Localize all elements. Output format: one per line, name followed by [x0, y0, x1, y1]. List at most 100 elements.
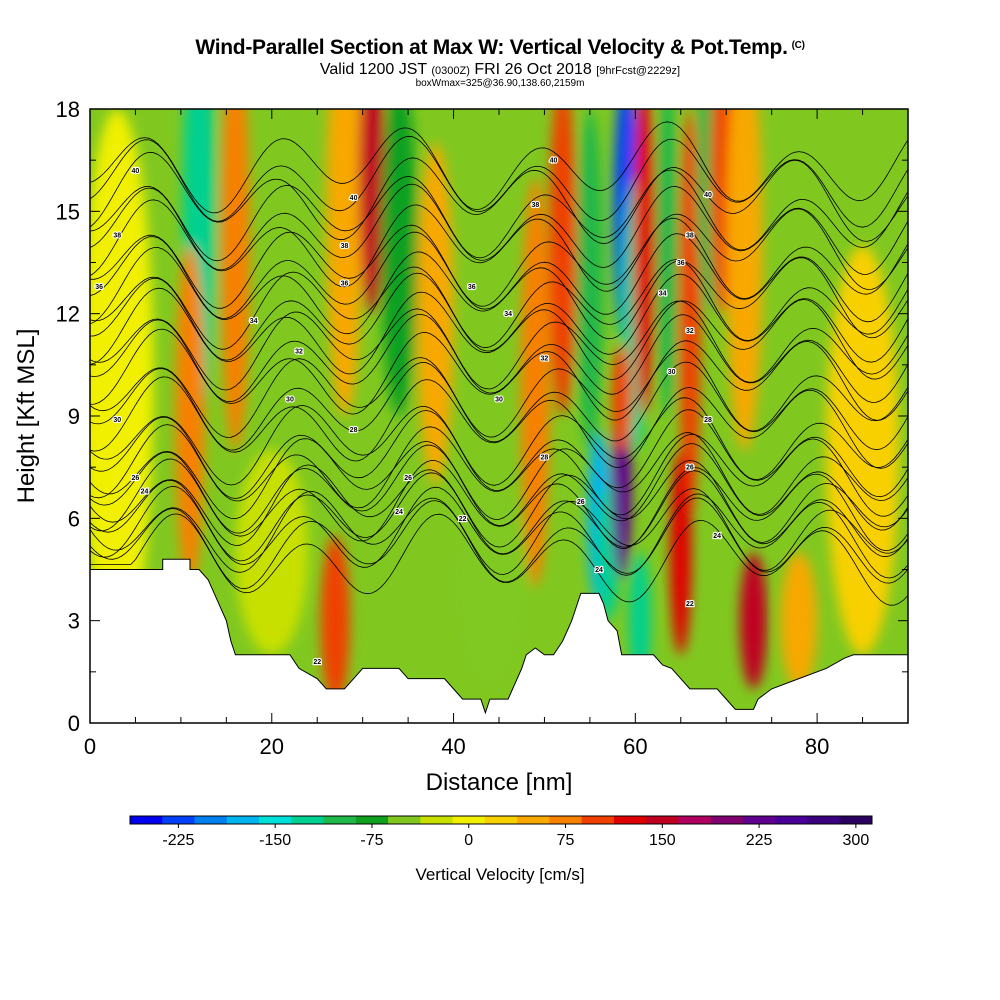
theta-contour-38 [90, 183, 908, 275]
theta-contour-36 [90, 247, 908, 340]
theta-contour-label: 28 [541, 454, 549, 461]
w-cell-24 [739, 552, 768, 689]
colorbar-swatch [646, 816, 679, 824]
x-tick-label: 0 [84, 734, 96, 759]
theta-contour-36 [90, 231, 908, 323]
theta-contour-label: 36 [341, 280, 349, 287]
colorbar-swatch [517, 816, 550, 824]
x-tick-label: 60 [623, 734, 647, 759]
w-cell-26 [780, 552, 818, 689]
theta-contour-28 [90, 424, 908, 517]
w-cell-5 [380, 109, 418, 416]
theta-contour-30 [90, 361, 908, 451]
y-tick-label: 6 [68, 506, 80, 531]
colorbar-swatch [130, 816, 163, 824]
colorbar-tick-label: -75 [360, 832, 383, 849]
colorbar-swatch [162, 816, 196, 824]
colorbar-swatch [259, 816, 292, 824]
theta-contour-label: 30 [113, 417, 121, 424]
colorbar-swatch [323, 816, 357, 824]
theta-contour-label: 26 [577, 499, 585, 506]
theta-contour-24 [90, 460, 908, 548]
colorbar-title: Vertical Velocity [cm/s] [415, 865, 584, 884]
colorbar-swatch [194, 816, 228, 824]
theta-contour-38 [90, 199, 908, 292]
w-cell-2 [220, 109, 250, 451]
x-tick-label: 80 [805, 734, 829, 759]
y-tick-label: 9 [68, 404, 80, 429]
w-cell-9 [548, 109, 577, 416]
colorbar-tick-label: -150 [259, 832, 291, 849]
theta-contour-26 [90, 458, 908, 552]
theta-contour-label: 22 [459, 516, 467, 523]
theta-contour-28 [90, 397, 908, 486]
chart-title: Wind-Parallel Section at Max W: Vertical… [195, 36, 805, 59]
theta-contour-26 [90, 443, 908, 534]
colorbar-swatch [420, 816, 454, 824]
theta-contour-label: 28 [704, 417, 712, 424]
theta-contour-30 [90, 348, 908, 438]
w-cell-16 [611, 344, 632, 454]
theta-contour-label: 40 [704, 192, 712, 199]
theta-contour-label: 34 [504, 311, 512, 318]
x-axis-title: Distance [nm] [426, 769, 573, 796]
theta-contour-label: 30 [286, 396, 294, 403]
theta-contour-label: 24 [713, 533, 721, 540]
colorbar-swatch [549, 816, 583, 824]
theta-contour-label: 30 [668, 369, 676, 376]
colorbar-tick-label: -225 [162, 832, 194, 849]
theta-contour-label: 32 [686, 328, 694, 335]
colorbar-swatch [355, 816, 389, 824]
chart-box-info: boxWmax=325@36.90,138.60,2159m [415, 78, 585, 89]
theta-contour-36 [90, 217, 908, 309]
theta-contours [90, 121, 908, 606]
colorbar-swatch [388, 816, 421, 824]
theta-contour-22 [90, 513, 908, 606]
theta-contour-34 [90, 287, 908, 381]
theta-contour-38 [90, 169, 908, 262]
colorbar-tick-label: 300 [843, 832, 870, 849]
colorbar-tick-label: 225 [746, 832, 773, 849]
theta-contour-label: 24 [395, 509, 403, 516]
theta-contour-label: 34 [250, 318, 258, 325]
theta-contour-label: 22 [313, 659, 321, 666]
theta-contour-label: 40 [350, 195, 358, 202]
theta-contour-22 [90, 497, 908, 590]
y-tick-label: 12 [56, 302, 80, 327]
theta-contour-label: 26 [686, 465, 694, 472]
theta-contour-label: 38 [686, 233, 694, 240]
w-cell-6 [320, 535, 350, 706]
y-tick-label: 15 [56, 199, 80, 224]
theta-contour-40 [90, 121, 908, 214]
theta-contour-label: 38 [341, 243, 349, 250]
colorbar-swatch [613, 816, 647, 824]
theta-contour-40 [90, 151, 908, 245]
y-tick-label: 18 [56, 97, 80, 122]
w-cell-29 [453, 484, 527, 689]
w-cell-17 [633, 109, 656, 416]
colorbar: -225 -150 -75 0 75 150 225 300 [129, 815, 873, 849]
w-cell-3 [326, 109, 363, 416]
colorbar-swatch [775, 816, 808, 824]
colorbar-frame [129, 815, 873, 825]
theta-contour-label: 40 [132, 168, 140, 175]
theta-contour-24 [90, 470, 908, 562]
theta-contour-40 [90, 135, 908, 228]
w-cell-28 [90, 109, 154, 655]
theta-contour-30 [90, 376, 908, 469]
theta-contour-26 [90, 432, 908, 520]
colorbar-swatch [484, 816, 518, 824]
theta-contour-label: 26 [132, 475, 140, 482]
colorbar-swatch [742, 816, 776, 824]
w-cell-20 [669, 450, 692, 655]
terrain [90, 558, 908, 723]
colorbar-swatch [710, 816, 744, 824]
y-axis-title: Height [Kft MSL] [13, 329, 40, 504]
theta-contour-28 [90, 409, 908, 499]
chart-subtitle: Valid 1200 JST (0300Z) FRI 26 Oct 2018 [… [319, 61, 681, 78]
w-cell-25 [726, 109, 763, 451]
theta-contour-22 [90, 488, 908, 575]
theta-contour-24 [90, 485, 908, 579]
